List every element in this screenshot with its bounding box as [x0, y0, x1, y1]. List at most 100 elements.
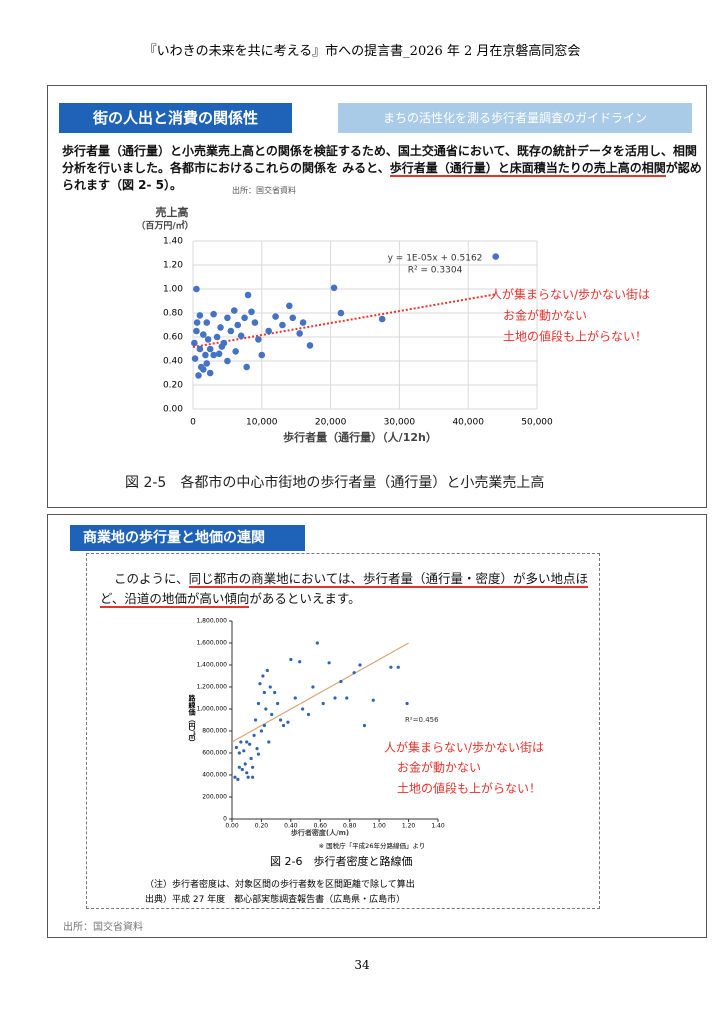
point — [195, 372, 202, 379]
comment: 人が集まらない/歩かない街は — [384, 740, 544, 755]
point — [270, 712, 274, 717]
point — [224, 357, 231, 365]
paragraph-text: 同じ都市の商業地においては、歩行者量（通行量・密度）が多い地点ほど、沿道の地価が… — [100, 571, 589, 608]
comment: お金が動かない — [503, 308, 587, 323]
point — [345, 696, 349, 700]
y-tick-label: 1.00 — [163, 285, 183, 295]
x-tick-label: 20,000 — [315, 418, 347, 428]
point — [286, 720, 290, 724]
point — [193, 327, 200, 335]
point — [245, 740, 249, 744]
x-tick-label: 1.00 — [372, 823, 386, 830]
y-tick-label: 400,000 — [202, 772, 227, 779]
point — [200, 331, 207, 338]
point — [243, 363, 250, 371]
point — [330, 284, 338, 292]
point — [492, 253, 500, 260]
y-tick-label: 200,000 — [202, 794, 227, 801]
point — [272, 313, 279, 320]
point — [202, 351, 209, 359]
trendline — [231, 642, 409, 743]
y-tick-label: 0.60 — [163, 333, 183, 343]
page-number: 34 — [354, 958, 370, 972]
point — [252, 733, 256, 738]
point — [378, 315, 386, 323]
caption: 図 2-5 各都市の中心市街地の歩行者量（通行量）と小売業売上高 — [125, 475, 545, 491]
y-tick-label: 0 — [223, 816, 227, 823]
point — [281, 723, 286, 728]
point — [396, 665, 400, 669]
page-header: 『いわきの未来を共に考える』市への提言書_2026 年 2 月在京磐高同窓会 — [143, 44, 581, 59]
point — [215, 350, 223, 358]
point — [203, 360, 211, 367]
point — [337, 309, 345, 317]
point — [249, 756, 253, 761]
tab: まちの活性化を測る歩行者量調査のガイドライン — [338, 103, 692, 133]
x-tick-label: 40,000 — [452, 418, 484, 428]
point — [210, 351, 217, 359]
caption: 図 2-6 歩行者密度と路線価 — [270, 855, 413, 868]
point — [244, 291, 252, 299]
point — [245, 771, 249, 775]
y-tick-label: 1,200,000 — [196, 684, 227, 691]
point — [262, 690, 266, 695]
point — [339, 679, 343, 684]
point — [321, 701, 325, 706]
source: 出所：国交省資料 — [63, 922, 143, 933]
y-tick-label: 0.40 — [163, 357, 183, 367]
point — [301, 707, 305, 711]
point — [237, 751, 241, 755]
paragraph-text: 歩行者量（通行量）と小売業売上高との関係を検証するため、国土交通省において、既存… — [62, 144, 697, 175]
x-tick-label: 0.60 — [314, 823, 328, 830]
annotation: y = 1E-05x + 0.5162 — [388, 254, 483, 264]
point — [248, 308, 255, 316]
x-tick-label: 1.20 — [402, 823, 416, 830]
x-tick-label: 0.40 — [284, 823, 298, 830]
point — [296, 330, 303, 337]
point — [197, 363, 205, 371]
point — [389, 665, 393, 669]
point — [230, 307, 238, 314]
point — [239, 740, 243, 744]
y-tick-label: 800,000 — [202, 728, 227, 735]
y-tick-label: 1.40 — [163, 237, 183, 247]
y-tick-label: 1,000,000 — [196, 706, 227, 713]
paragraph: このように、同じ都市の商業地においては、歩行者量（通行量・密度）が多い地点ほど、… — [100, 569, 590, 609]
point — [358, 663, 362, 667]
point — [311, 685, 315, 689]
point — [224, 314, 231, 322]
point — [234, 745, 239, 750]
point — [204, 336, 212, 343]
note: （注）歩行者密度は、対象区間の歩行者数を区間距離で除して算出 — [145, 880, 415, 890]
point — [196, 345, 204, 353]
paragraph-text: が認められます（図 2- 5）。 — [62, 161, 702, 192]
point — [258, 682, 262, 686]
chart-note: ※ 国税庁「平成26年分路線価」より — [319, 841, 426, 850]
point — [262, 723, 266, 728]
point — [276, 701, 280, 706]
point — [246, 775, 250, 779]
point — [264, 707, 268, 711]
point — [241, 314, 248, 322]
y-tick-label: 0.80 — [163, 309, 183, 319]
point — [265, 327, 272, 335]
section-heading: 商業地の歩行量と地価の連関 — [70, 525, 305, 551]
point — [251, 775, 255, 779]
section-heading: 街の人出と消費の関係性 — [59, 103, 292, 133]
x-axis-label: 歩行者量（通行量）（人/12h） — [283, 430, 437, 444]
comment: 土地の値段も上がらない！ — [503, 329, 647, 344]
point — [352, 671, 356, 675]
point — [405, 701, 409, 706]
point — [255, 336, 262, 343]
source: 出所：国交省資料 — [232, 186, 296, 195]
point — [233, 775, 237, 779]
point — [256, 752, 261, 756]
point — [240, 767, 244, 772]
point — [286, 302, 293, 310]
x-tick-label: 10,000 — [246, 418, 278, 428]
point — [237, 332, 245, 340]
point — [236, 777, 240, 782]
paragraph-text: があるといえます。 — [249, 591, 361, 606]
point — [278, 718, 283, 722]
